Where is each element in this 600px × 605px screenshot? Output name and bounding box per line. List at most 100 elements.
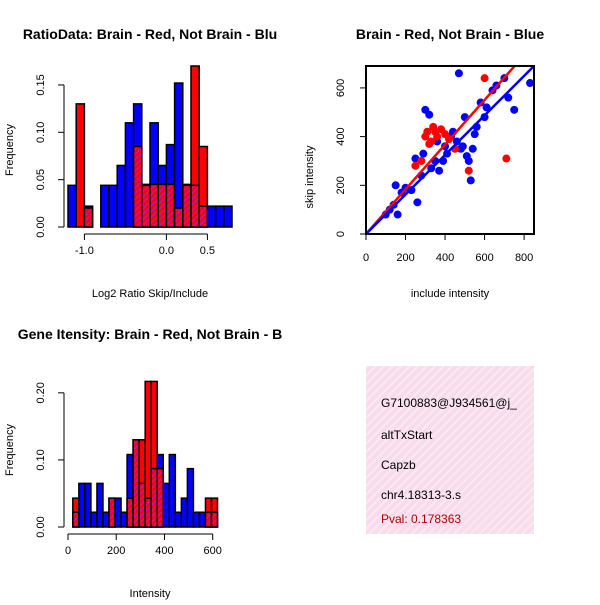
intensity-scatter-ylabel: skip intensity bbox=[304, 145, 316, 208]
y-tick-label: 0.10 bbox=[35, 449, 47, 470]
p-value: Pval: 0.178363 bbox=[381, 512, 462, 526]
bar-overlap bbox=[83, 207, 94, 228]
x-tick-label: 400 bbox=[436, 252, 454, 264]
bar-not-brain bbox=[90, 511, 98, 528]
fit-line-blue bbox=[366, 66, 534, 234]
bar-overlap bbox=[138, 482, 146, 528]
bar-overlap bbox=[141, 184, 151, 228]
point-brain bbox=[411, 161, 420, 170]
point-brain bbox=[433, 132, 442, 141]
point-not-brain bbox=[526, 79, 534, 88]
bar-not-brain bbox=[206, 205, 217, 228]
x-tick-label: 600 bbox=[475, 252, 493, 264]
point-not-brain bbox=[413, 198, 422, 207]
bar-overlap bbox=[210, 511, 219, 528]
fit-line-red bbox=[366, 66, 517, 234]
bar-not-brain bbox=[84, 482, 92, 528]
intensity-histogram-bars bbox=[72, 380, 219, 528]
bar-not-brain bbox=[120, 511, 128, 528]
bar-overlap bbox=[190, 184, 200, 228]
intensity-histogram-ylabel: Frequency bbox=[4, 424, 16, 476]
bar-not-brain bbox=[186, 467, 195, 528]
intensity-scatter-axes: 0 200 400 600 800 0 200 400 600 bbox=[335, 65, 535, 264]
point-not-brain bbox=[482, 103, 491, 112]
ratio-histogram-bars bbox=[67, 65, 233, 228]
y-tick-label: 0.20 bbox=[35, 382, 47, 403]
y-tick-label: 0.00 bbox=[35, 216, 47, 237]
point-not-brain bbox=[470, 130, 479, 139]
bar-not-brain bbox=[124, 122, 135, 228]
point-not-brain bbox=[454, 69, 463, 78]
x-tick-label: 600 bbox=[204, 545, 222, 557]
y-tick-label: 400 bbox=[335, 127, 347, 145]
bar-overlap bbox=[157, 183, 168, 228]
bar-not-brain bbox=[198, 511, 207, 528]
x-tick-label: 0.0 bbox=[159, 245, 174, 257]
x-tick-label: 200 bbox=[396, 252, 414, 264]
point-not-brain bbox=[464, 156, 473, 165]
intensity-scatter-panel: Brain - Red, Not Brain - Blue 0 200 400 600… bbox=[304, 26, 544, 300]
intensity-histogram-title: Gene Itensity: Brain - Red, Not Brain - … bbox=[18, 326, 282, 342]
bar-overlap bbox=[173, 207, 184, 228]
point-brain bbox=[502, 154, 511, 163]
bar-overlap bbox=[144, 497, 152, 528]
point-not-brain bbox=[425, 110, 434, 119]
intensity-scatter-xlabel: include intensity bbox=[411, 288, 490, 300]
point-not-brain bbox=[466, 176, 475, 185]
ratio-histogram-xlabel: Log2 Ratio Skip/Include bbox=[92, 288, 208, 300]
y-tick-label: 200 bbox=[335, 176, 347, 194]
point-not-brain bbox=[510, 105, 519, 114]
y-tick-label: 0.15 bbox=[35, 74, 47, 95]
ratio-histogram-ylabel: Frequency bbox=[4, 124, 16, 176]
bar-not-brain bbox=[102, 511, 110, 528]
scatter-frame bbox=[365, 65, 535, 235]
bar-overlap bbox=[149, 183, 159, 228]
point-brain bbox=[417, 156, 426, 165]
bar-not-brain bbox=[180, 497, 189, 528]
bar-not-brain bbox=[174, 511, 183, 528]
x-tick-label: 400 bbox=[155, 545, 173, 557]
bar-not-brain bbox=[100, 184, 110, 228]
point-not-brain bbox=[435, 166, 444, 175]
ratio-histogram-axes: -1.0 0.0 0.5 0.00 0.05 0.10 0.15 bbox=[35, 74, 215, 257]
x-tick-label: 0 bbox=[363, 252, 369, 264]
bar-overlap bbox=[132, 145, 143, 228]
x-tick-label: 0 bbox=[65, 545, 71, 557]
bar-overlap bbox=[108, 497, 116, 528]
bar-not-brain bbox=[114, 497, 122, 528]
bar-not-brain bbox=[78, 482, 86, 528]
point-not-brain bbox=[419, 149, 428, 158]
intensity-scatter-content bbox=[366, 66, 534, 234]
bar-not-brain bbox=[67, 184, 77, 228]
y-tick-label: 0 bbox=[335, 231, 347, 237]
point-brain bbox=[423, 127, 432, 136]
intensity-histogram-axes: 0 200 400 600 0.00 0.10 0.20 bbox=[35, 382, 222, 557]
intensity-histogram-panel: Gene Itensity: Brain - Red, Not Brain - … bbox=[4, 326, 282, 600]
point-brain bbox=[464, 166, 473, 175]
point-not-brain bbox=[393, 210, 402, 219]
point-brain bbox=[480, 74, 489, 83]
point-not-brain bbox=[468, 144, 477, 153]
y-tick-label: 600 bbox=[335, 79, 347, 97]
x-tick-label: -1.0 bbox=[75, 245, 94, 257]
y-tick-label: 0.05 bbox=[35, 169, 47, 190]
bar-not-brain bbox=[214, 205, 225, 228]
bar-overlap bbox=[126, 497, 134, 528]
bar-overlap bbox=[150, 467, 158, 528]
bar-overlap bbox=[132, 439, 140, 528]
intensity-scatter-title: Brain - Red, Not Brain - Blue bbox=[356, 26, 544, 42]
y-tick-label: 0.10 bbox=[35, 122, 47, 143]
gene-location: chr4.18313-3.s bbox=[381, 488, 462, 502]
x-tick-label: 800 bbox=[515, 252, 533, 264]
ratio-histogram-title: RatioData: Brain - Red, Not Brain - Blu bbox=[23, 26, 277, 42]
bar-not-brain bbox=[223, 205, 233, 228]
bar-overlap bbox=[204, 511, 213, 528]
point-not-brain bbox=[458, 142, 467, 151]
bar-not-brain bbox=[192, 511, 201, 528]
bar-overlap bbox=[156, 467, 165, 528]
bar-not-brain bbox=[168, 453, 177, 528]
bar-overlap bbox=[182, 184, 192, 228]
bar-not-brain bbox=[162, 482, 171, 528]
bar-overlap bbox=[198, 205, 209, 228]
